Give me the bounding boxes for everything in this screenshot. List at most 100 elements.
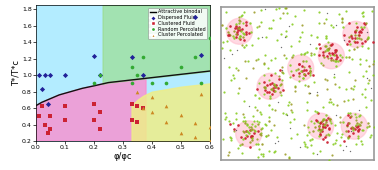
- Point: [312, 126, 318, 128]
- Point: [306, 65, 312, 68]
- Point: [256, 121, 262, 123]
- Point: [347, 42, 353, 45]
- Point: [273, 57, 279, 59]
- Point: [226, 24, 232, 27]
- Point: [255, 58, 261, 60]
- Point: [261, 73, 267, 76]
- Point: [261, 81, 267, 83]
- Point: [348, 34, 354, 36]
- Point: [323, 45, 329, 47]
- Point: [271, 82, 277, 85]
- Point: [36, 74, 42, 76]
- Point: [237, 144, 243, 146]
- Point: [302, 144, 308, 147]
- Point: [356, 36, 362, 39]
- Point: [319, 120, 325, 122]
- Point: [331, 75, 337, 78]
- Point: [265, 67, 271, 69]
- Point: [254, 137, 260, 140]
- Point: [332, 59, 338, 62]
- Point: [296, 72, 302, 75]
- Point: [207, 126, 213, 129]
- Point: [307, 67, 313, 70]
- Point: [269, 108, 275, 111]
- Point: [228, 79, 234, 82]
- Point: [234, 112, 240, 114]
- Point: [345, 22, 352, 25]
- Point: [355, 34, 361, 37]
- Point: [353, 26, 359, 28]
- Point: [232, 27, 238, 30]
- Point: [356, 114, 363, 116]
- Point: [302, 142, 308, 145]
- Point: [287, 25, 293, 27]
- Point: [336, 54, 342, 57]
- Point: [276, 75, 282, 78]
- Point: [343, 88, 349, 90]
- Point: [231, 128, 237, 131]
- Point: [216, 33, 222, 36]
- Point: [229, 52, 235, 55]
- Point: [243, 76, 249, 79]
- Point: [362, 39, 368, 42]
- Point: [273, 8, 279, 10]
- Point: [343, 9, 349, 12]
- Point: [324, 57, 330, 60]
- Point: [301, 124, 307, 126]
- Point: [285, 104, 291, 106]
- Point: [249, 135, 255, 138]
- Point: [272, 141, 278, 144]
- Point: [320, 123, 326, 126]
- Point: [91, 103, 97, 105]
- Point: [347, 116, 353, 119]
- Point: [288, 45, 294, 47]
- Point: [243, 43, 249, 46]
- Point: [242, 133, 248, 136]
- Point: [246, 125, 252, 128]
- Point: [337, 59, 343, 61]
- Point: [301, 72, 307, 75]
- Point: [345, 99, 351, 102]
- Point: [360, 75, 366, 78]
- Point: [314, 90, 320, 93]
- Point: [317, 133, 323, 136]
- Point: [235, 124, 241, 126]
- Point: [324, 55, 330, 57]
- Point: [322, 136, 328, 139]
- Point: [253, 59, 259, 62]
- Point: [238, 30, 244, 32]
- Point: [336, 13, 342, 15]
- Point: [324, 78, 330, 81]
- Point: [332, 142, 338, 144]
- Point: [219, 47, 225, 50]
- Point: [320, 53, 326, 56]
- Point: [254, 25, 260, 28]
- Point: [263, 36, 269, 38]
- Point: [302, 74, 308, 76]
- Point: [345, 130, 351, 132]
- Point: [236, 18, 242, 21]
- Point: [273, 84, 279, 86]
- Point: [353, 119, 359, 122]
- Point: [325, 133, 332, 136]
- Point: [299, 23, 305, 26]
- Point: [233, 22, 239, 25]
- Point: [303, 68, 309, 71]
- Point: [364, 30, 370, 33]
- Point: [310, 152, 316, 155]
- Point: [134, 104, 140, 107]
- Point: [360, 128, 366, 131]
- Point: [258, 113, 264, 116]
- Point: [353, 124, 359, 126]
- Point: [272, 90, 278, 93]
- Point: [198, 82, 204, 85]
- Point: [365, 46, 371, 49]
- Point: [340, 26, 346, 28]
- Point: [323, 118, 329, 121]
- Point: [322, 50, 328, 53]
- Point: [365, 82, 371, 84]
- Point: [357, 124, 363, 126]
- Point: [326, 47, 332, 49]
- Point: [370, 41, 376, 44]
- Point: [284, 113, 290, 116]
